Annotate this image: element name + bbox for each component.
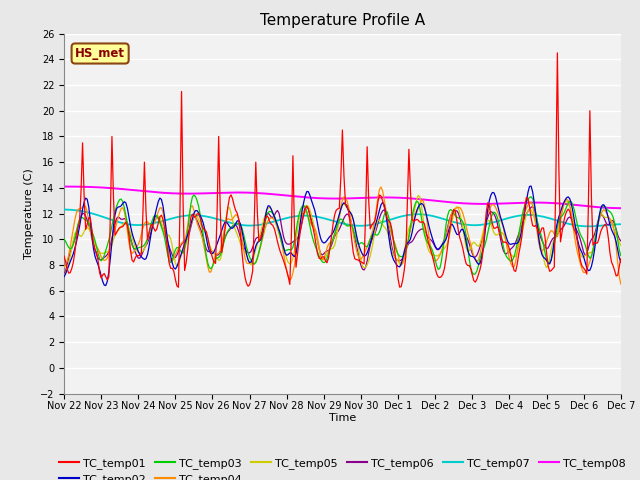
TC_temp04 <box>164 243 172 249</box>
TC_temp04 <box>60 264 68 270</box>
Line: TC_temp04: TC_temp04 <box>64 187 621 284</box>
Y-axis label: Temperature (C): Temperature (C) <box>24 168 35 259</box>
TC_temp02 <box>617 259 625 265</box>
TC_temp01 <box>76 220 83 226</box>
TC_temp05 <box>164 232 172 238</box>
TC_temp05 <box>76 233 83 239</box>
TC_temp07 <box>396 214 403 220</box>
TC_temp05 <box>408 218 416 224</box>
TC_temp07 <box>377 220 385 226</box>
TC_temp05 <box>396 261 403 267</box>
TC_temp06 <box>60 272 68 277</box>
TC_temp08 <box>617 205 625 211</box>
TC_temp06 <box>550 235 558 240</box>
TC_temp02 <box>397 261 405 267</box>
TC_temp06 <box>397 257 405 263</box>
TC_temp04 <box>410 217 417 223</box>
TC_temp07 <box>164 216 172 222</box>
TC_temp02 <box>527 183 535 189</box>
TC_temp07 <box>549 216 557 222</box>
Line: TC_temp01: TC_temp01 <box>64 53 621 287</box>
TC_temp08 <box>408 196 416 202</box>
TC_temp07 <box>60 207 68 213</box>
Title: Temperature Profile A: Temperature Profile A <box>260 13 425 28</box>
TC_temp08 <box>396 195 403 201</box>
TC_temp01 <box>550 264 558 270</box>
Text: HS_met: HS_met <box>75 47 125 60</box>
Line: TC_temp08: TC_temp08 <box>64 187 621 208</box>
TC_temp05 <box>377 219 385 225</box>
TC_temp05 <box>414 192 422 198</box>
TC_temp07 <box>408 212 416 217</box>
TC_temp01 <box>175 284 182 290</box>
TC_temp03 <box>617 253 625 259</box>
Line: TC_temp02: TC_temp02 <box>64 186 621 286</box>
TC_temp06 <box>410 237 417 242</box>
TC_temp08 <box>549 200 557 206</box>
Legend: TC_temp01, TC_temp02, TC_temp03, TC_temp04, TC_temp05, TC_temp06, TC_temp07, TC_: TC_temp01, TC_temp02, TC_temp03, TC_temp… <box>54 453 630 480</box>
TC_temp03 <box>410 207 417 213</box>
TC_temp01 <box>554 50 561 56</box>
TC_temp02 <box>60 274 68 280</box>
X-axis label: Time: Time <box>329 413 356 422</box>
TC_temp07 <box>617 221 625 227</box>
TC_temp01 <box>410 218 417 224</box>
TC_temp01 <box>617 256 625 262</box>
TC_temp05 <box>60 273 68 278</box>
TC_temp04 <box>397 262 405 267</box>
TC_temp01 <box>397 284 405 289</box>
Line: TC_temp06: TC_temp06 <box>64 206 621 275</box>
TC_temp06 <box>617 238 625 244</box>
TC_temp03 <box>379 218 387 224</box>
TC_temp06 <box>164 240 172 245</box>
TC_temp07 <box>584 224 592 229</box>
TC_temp03 <box>60 236 68 242</box>
TC_temp03 <box>397 254 405 260</box>
TC_temp03 <box>470 272 477 277</box>
TC_temp02 <box>552 227 559 233</box>
TC_temp05 <box>550 236 558 242</box>
Line: TC_temp07: TC_temp07 <box>64 210 621 227</box>
TC_temp02 <box>165 246 173 252</box>
TC_temp02 <box>76 224 83 230</box>
TC_temp06 <box>76 218 83 224</box>
TC_temp04 <box>550 231 558 237</box>
Line: TC_temp05: TC_temp05 <box>64 195 621 276</box>
TC_temp04 <box>377 184 385 190</box>
TC_temp02 <box>102 283 109 288</box>
TC_temp02 <box>379 200 387 205</box>
TC_temp06 <box>303 203 310 209</box>
TC_temp01 <box>60 253 68 259</box>
TC_temp08 <box>377 194 385 200</box>
TC_temp03 <box>552 233 559 239</box>
TC_temp08 <box>164 190 172 196</box>
TC_temp07 <box>76 208 83 214</box>
TC_temp05 <box>617 242 625 248</box>
Line: TC_temp03: TC_temp03 <box>64 195 621 275</box>
TC_temp04 <box>379 188 387 194</box>
TC_temp03 <box>164 252 172 258</box>
TC_temp08 <box>60 184 68 190</box>
TC_temp04 <box>617 281 625 287</box>
TC_temp08 <box>76 184 83 190</box>
TC_temp02 <box>410 222 417 228</box>
TC_temp03 <box>76 216 83 222</box>
TC_temp01 <box>379 198 387 204</box>
TC_temp04 <box>76 206 83 212</box>
TC_temp06 <box>379 208 387 214</box>
TC_temp01 <box>164 248 172 253</box>
TC_temp03 <box>190 192 198 198</box>
